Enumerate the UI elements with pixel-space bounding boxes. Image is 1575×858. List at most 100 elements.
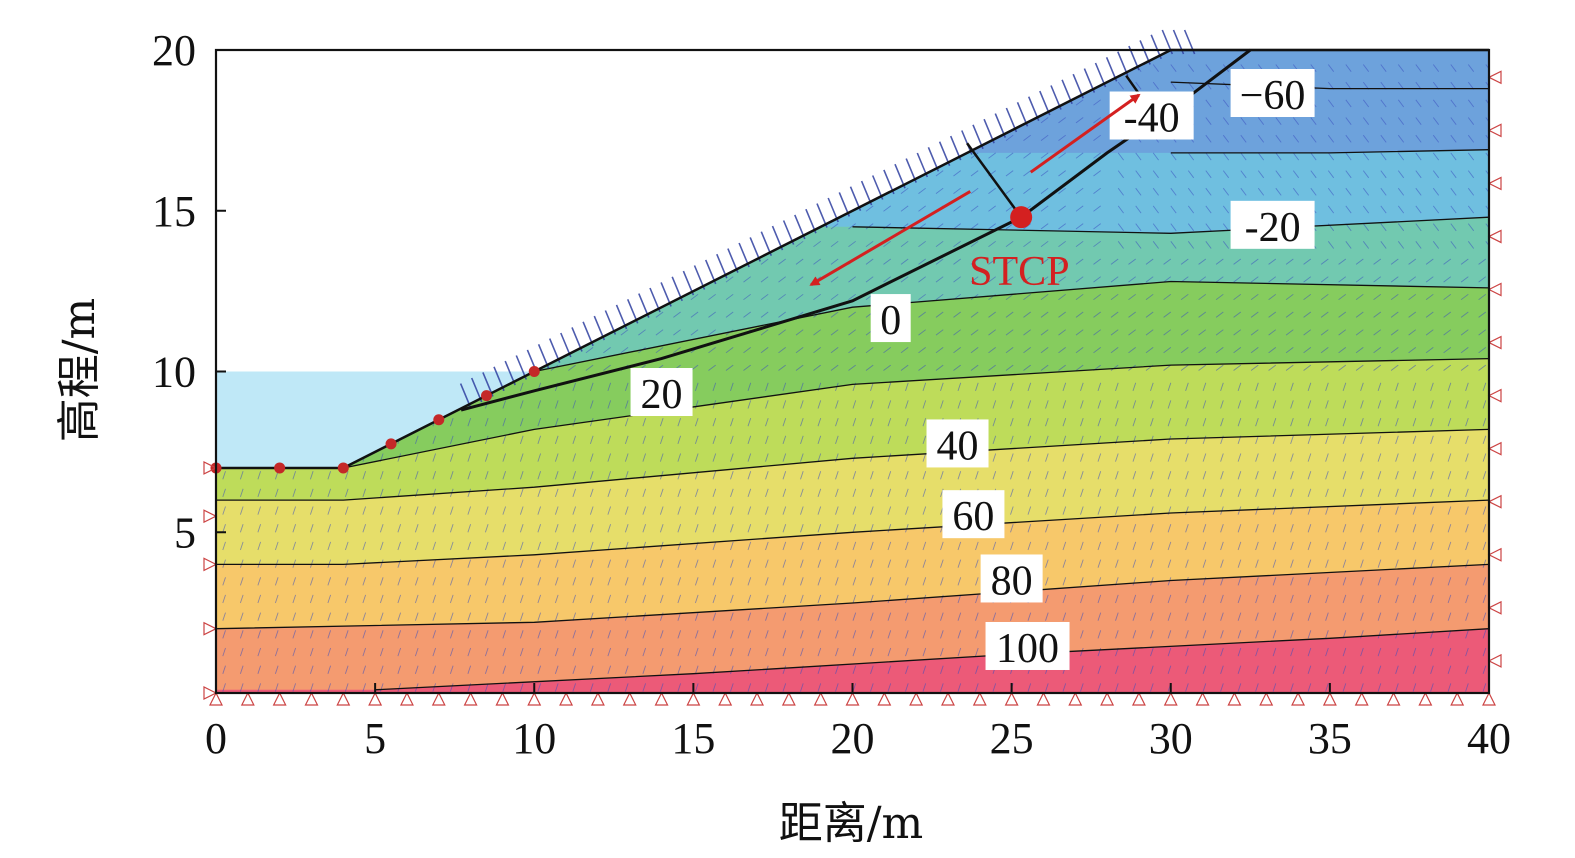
x-axis-ticks: 0 5 10 15 20 25 30 35 40 xyxy=(205,683,1511,763)
support-triangle xyxy=(463,691,478,706)
support-triangle xyxy=(1487,388,1502,403)
boundary-node xyxy=(274,462,286,474)
support-triangle xyxy=(1322,691,1337,706)
support-triangle xyxy=(877,691,892,706)
support-triangle xyxy=(1487,282,1502,297)
support-triangle xyxy=(590,691,605,706)
x-tick-label: 5 xyxy=(364,714,386,763)
contour-label-bg xyxy=(1109,91,1194,140)
support-triangle xyxy=(1487,123,1502,138)
contour-label-group: 0 xyxy=(870,294,911,344)
contour-label-group: 100 xyxy=(985,621,1070,672)
y-axis-label: 高程/m xyxy=(54,298,105,443)
contour-label-group: 80 xyxy=(980,554,1043,604)
support-triangle xyxy=(654,691,669,706)
support-triangle xyxy=(240,691,255,706)
x-tick-label: 40 xyxy=(1467,714,1511,763)
support-triangle xyxy=(203,557,218,572)
stcp-point xyxy=(1010,206,1033,229)
contour-label: -40 xyxy=(1124,96,1180,142)
support-triangle xyxy=(1487,229,1502,244)
support-triangle xyxy=(272,691,287,706)
support-triangle xyxy=(368,691,383,706)
support-triangle xyxy=(686,691,701,706)
contour-label-bg xyxy=(980,554,1043,603)
contour-label: 100 xyxy=(996,626,1059,672)
y-tick-label: 15 xyxy=(152,187,196,236)
contour-label-group: -20 xyxy=(1230,200,1315,251)
x-tick-label: 30 xyxy=(1149,714,1193,763)
x-tick-label: 0 xyxy=(205,714,227,763)
contour-label-group: -40 xyxy=(1109,91,1194,142)
support-triangle xyxy=(1004,691,1019,706)
contour-label-bg xyxy=(630,368,693,417)
contour-label: 0 xyxy=(880,298,901,344)
support-triangle xyxy=(1487,70,1502,85)
slip-direction-arrow xyxy=(809,190,972,286)
support-triangle xyxy=(1291,691,1306,706)
support-triangle xyxy=(203,509,218,524)
contour-lines xyxy=(216,81,1489,691)
contour-line xyxy=(1170,81,1489,90)
contour-line xyxy=(216,428,1489,501)
slice-line xyxy=(966,142,1023,218)
support-triangle xyxy=(781,691,796,706)
contour-label: −60 xyxy=(1240,73,1306,119)
surface-vectors xyxy=(459,29,1196,408)
support-triangle xyxy=(1487,547,1502,562)
contour-label-bg xyxy=(926,419,989,468)
support-triangle xyxy=(1354,691,1369,706)
support-triangle xyxy=(1036,691,1051,706)
x-axis-label: 距离/m xyxy=(779,798,924,849)
boundary-node xyxy=(481,390,493,402)
support-triangle xyxy=(1259,691,1274,706)
contour-label-bg xyxy=(985,621,1070,670)
support-triangle xyxy=(1487,494,1502,509)
contour-label-bg xyxy=(870,294,911,343)
support-triangle xyxy=(203,460,218,475)
contour-label: -20 xyxy=(1245,205,1301,251)
contour-label: 80 xyxy=(991,558,1033,604)
boundary-node xyxy=(433,414,445,426)
support-triangle xyxy=(909,691,924,706)
support-triangle xyxy=(203,621,218,636)
support-triangle xyxy=(1100,691,1115,706)
support-triangle xyxy=(336,691,351,706)
support-triangle xyxy=(1386,691,1401,706)
boundary-supports xyxy=(203,70,1502,706)
x-tick-label: 35 xyxy=(1308,714,1352,763)
contour-label: 60 xyxy=(952,494,994,540)
support-triangle xyxy=(813,691,828,706)
y-axis-ticks: 5 10 15 20 xyxy=(152,26,226,557)
surface-vector-arrows xyxy=(459,29,1196,408)
support-triangle xyxy=(559,691,574,706)
boundary-node xyxy=(528,366,540,377)
support-triangle xyxy=(209,691,223,706)
vector-field xyxy=(218,64,1489,692)
support-triangle xyxy=(1487,335,1502,350)
support-triangle xyxy=(1450,691,1465,706)
slip-direction-arrows xyxy=(809,93,1141,286)
support-triangle xyxy=(1487,600,1502,615)
y-tick-label: 10 xyxy=(152,348,196,397)
support-triangle xyxy=(1227,691,1242,706)
support-triangle xyxy=(622,691,637,706)
stcp-label: STCP xyxy=(969,249,1069,295)
support-triangle xyxy=(1487,653,1502,668)
x-tick-label: 25 xyxy=(990,714,1034,763)
contour-label-group: 60 xyxy=(942,490,1005,540)
contour-line xyxy=(216,499,1489,566)
support-triangle xyxy=(304,691,319,706)
support-triangle xyxy=(718,691,733,706)
contour-label-bg xyxy=(942,490,1005,539)
support-triangle xyxy=(972,691,987,706)
contour-label-bg xyxy=(1230,69,1315,118)
contour-line xyxy=(343,357,1489,469)
contour-line xyxy=(534,280,1489,373)
support-triangle xyxy=(1487,176,1502,191)
contour-line xyxy=(216,563,1489,630)
support-triangle xyxy=(203,686,218,700)
boundary-node xyxy=(385,438,397,450)
y-tick-label: 20 xyxy=(152,26,196,75)
